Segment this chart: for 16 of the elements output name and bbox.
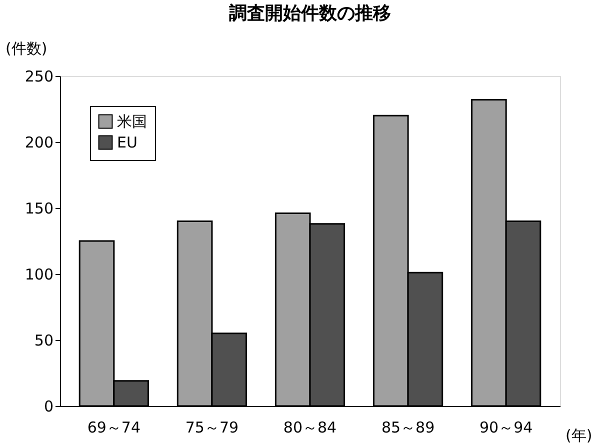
y-tick-label: 100 <box>24 266 54 284</box>
y-tick-label: 50 <box>34 332 54 350</box>
y-tick-label: 150 <box>24 200 54 218</box>
y-tick-label: 200 <box>24 134 54 152</box>
chart-title: 調査開始件数の推移 <box>229 3 391 24</box>
x-axis-title: (年) <box>566 426 592 444</box>
x-tick-label: 69～74 <box>87 418 141 436</box>
x-tick-label: 90～94 <box>479 418 533 436</box>
legend-label: 米国 <box>117 112 147 130</box>
x-tick-label: 75～79 <box>185 418 239 436</box>
y-tick-label: 0 <box>44 398 54 416</box>
y-axis-title: (件数) <box>6 40 48 58</box>
x-tick-label: 80～84 <box>283 418 337 436</box>
legend-label: EU <box>117 134 138 152</box>
y-tick-label: 250 <box>24 68 54 86</box>
x-tick-label: 85～89 <box>381 418 435 436</box>
